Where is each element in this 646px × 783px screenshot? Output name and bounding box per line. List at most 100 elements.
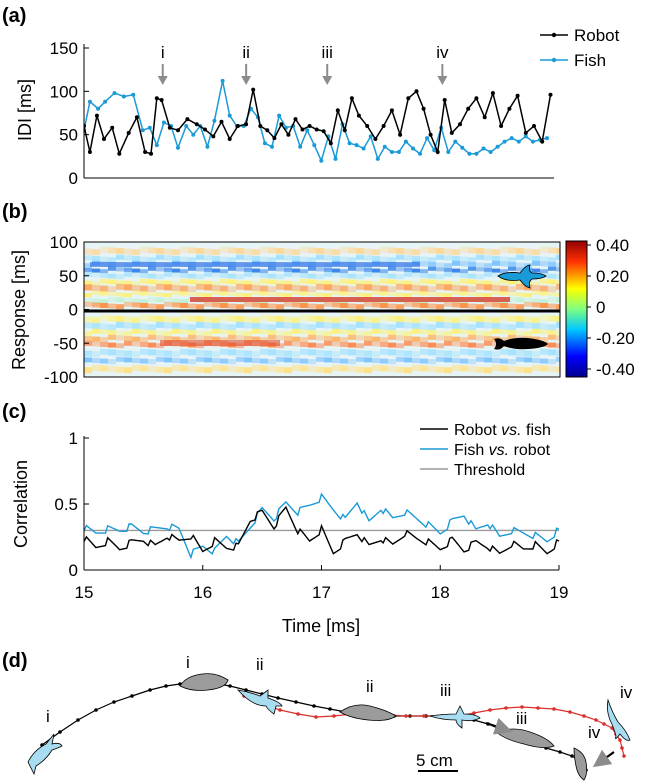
heatmap-cell: [468, 247, 476, 254]
heatmap-cell: [140, 342, 148, 347]
fish-trajectory-point: [594, 718, 598, 722]
heatmap-cell: [252, 323, 260, 329]
fish-trajectory-point: [278, 708, 282, 712]
heatmap-cell: [324, 293, 332, 298]
heatmap-cell: [452, 249, 460, 256]
heatmap-cell: [476, 248, 484, 254]
heatmap-cell: [212, 328, 220, 334]
heatmap-cell: [348, 292, 356, 296]
heatmap-cell: [276, 267, 284, 272]
heatmap-cell: [484, 301, 492, 307]
scale-bar-label: 5 cm: [416, 751, 453, 770]
heatmap-cell: [92, 290, 100, 295]
heatmap-cell: [380, 314, 388, 321]
data-point-fish: [298, 144, 303, 149]
heatmap-cell: [332, 336, 340, 342]
heatmap-cell: [124, 331, 132, 337]
robot-trajectory-point: [164, 684, 168, 688]
heatmap-cell: [84, 350, 92, 357]
y-tick-label: 100: [50, 233, 78, 252]
heatmap-cell: [252, 256, 260, 261]
heatmap-cell: [508, 315, 516, 322]
heatmap-cell: [236, 350, 244, 356]
heatmap-cell: [148, 257, 156, 263]
heatmap-cell: [324, 322, 332, 329]
fish-trajectory-point: [296, 712, 300, 716]
heatmap-cell: [124, 357, 132, 363]
heatmap-cell: [116, 356, 124, 362]
heatmap-cell: [148, 324, 156, 331]
heatmap-cell: [516, 280, 524, 285]
heatmap-cell: [460, 329, 468, 335]
heatmap-cell: [300, 348, 308, 355]
heatmap-cell: [452, 328, 460, 334]
heatmap-cell: [252, 268, 260, 273]
heatmap-cell: [244, 284, 252, 291]
heatmap-cell: [172, 351, 180, 358]
data-point-fish: [212, 118, 217, 123]
heatmap-cell: [116, 366, 124, 373]
event-marker-arrow-head: [157, 76, 168, 85]
panel-a-event-markers: i ii iii iv: [157, 43, 449, 85]
heatmap-cell: [260, 285, 268, 292]
heatmap-cell: [124, 268, 132, 272]
heatmap-cell: [212, 249, 220, 256]
data-point-fish: [432, 148, 437, 153]
heatmap-cell: [332, 323, 340, 329]
heatmap-cell: [380, 291, 388, 296]
robot-trajectory-point: [112, 700, 116, 704]
heatmap-cell: [156, 274, 164, 280]
heatmap-cell: [172, 323, 180, 329]
heatmap-cell: [300, 273, 308, 278]
heatmap-cell: [180, 337, 188, 343]
legend-robot-vs-fish-label: Robot vs. fish: [454, 422, 551, 439]
heatmap-cell: [532, 364, 540, 371]
heatmap-cell: [356, 343, 364, 349]
heatmap-cell: [444, 280, 452, 286]
heatmap-cell: [372, 256, 380, 261]
heatmap-cell: [556, 267, 560, 272]
heatmap-cell: [308, 324, 316, 331]
heatmap-cell: [396, 350, 404, 356]
heatmap-cell: [452, 290, 460, 295]
heatmap-cell: [164, 316, 172, 323]
heatmap-cell: [148, 296, 156, 302]
heatmap-cell: [556, 335, 560, 341]
data-point-fish: [154, 143, 159, 148]
heatmap-cell: [340, 342, 348, 347]
heatmap-cell: [404, 350, 412, 357]
heatmap-cell: [500, 278, 508, 284]
heatmap-cell: [364, 336, 372, 341]
heatmap-cell: [108, 303, 116, 309]
heatmap-cell: [484, 367, 492, 374]
heatmap-cell: [468, 266, 476, 271]
heatmap-cell: [220, 365, 228, 372]
heatmap-cell: [556, 274, 560, 280]
heatmap-cell: [428, 349, 436, 356]
heatmap-cell: [460, 314, 468, 321]
heatmap-cell: [484, 293, 492, 298]
heatmap-cell: [500, 314, 508, 321]
heatmap-cell: [156, 350, 164, 356]
heatmap-cell: [436, 267, 444, 272]
heatmap-cell: [148, 247, 156, 254]
heatmap-cell: [204, 284, 212, 291]
heatmap-cell: [428, 315, 436, 322]
heatmap-cell: [444, 336, 452, 341]
heatmap-cell: [412, 351, 420, 358]
heatmap-cell: [492, 272, 500, 278]
heatmap-cell: [324, 340, 332, 346]
heatmap-cell: [132, 272, 140, 278]
data-point-robot: [87, 150, 92, 154]
heatmap-cell: [108, 349, 116, 356]
heatmap-cell: [372, 323, 380, 329]
heatmap-cell: [300, 314, 308, 321]
heatmap-cell: [108, 315, 116, 322]
heatmap-cell: [516, 254, 524, 260]
heatmap-cell: [540, 285, 548, 292]
heatmap-cell: [364, 340, 372, 346]
heatmap-cell: [348, 349, 356, 356]
heatmap-cell: [348, 366, 356, 372]
heatmap-cell: [252, 364, 260, 371]
heatmap-cell: [316, 356, 324, 362]
